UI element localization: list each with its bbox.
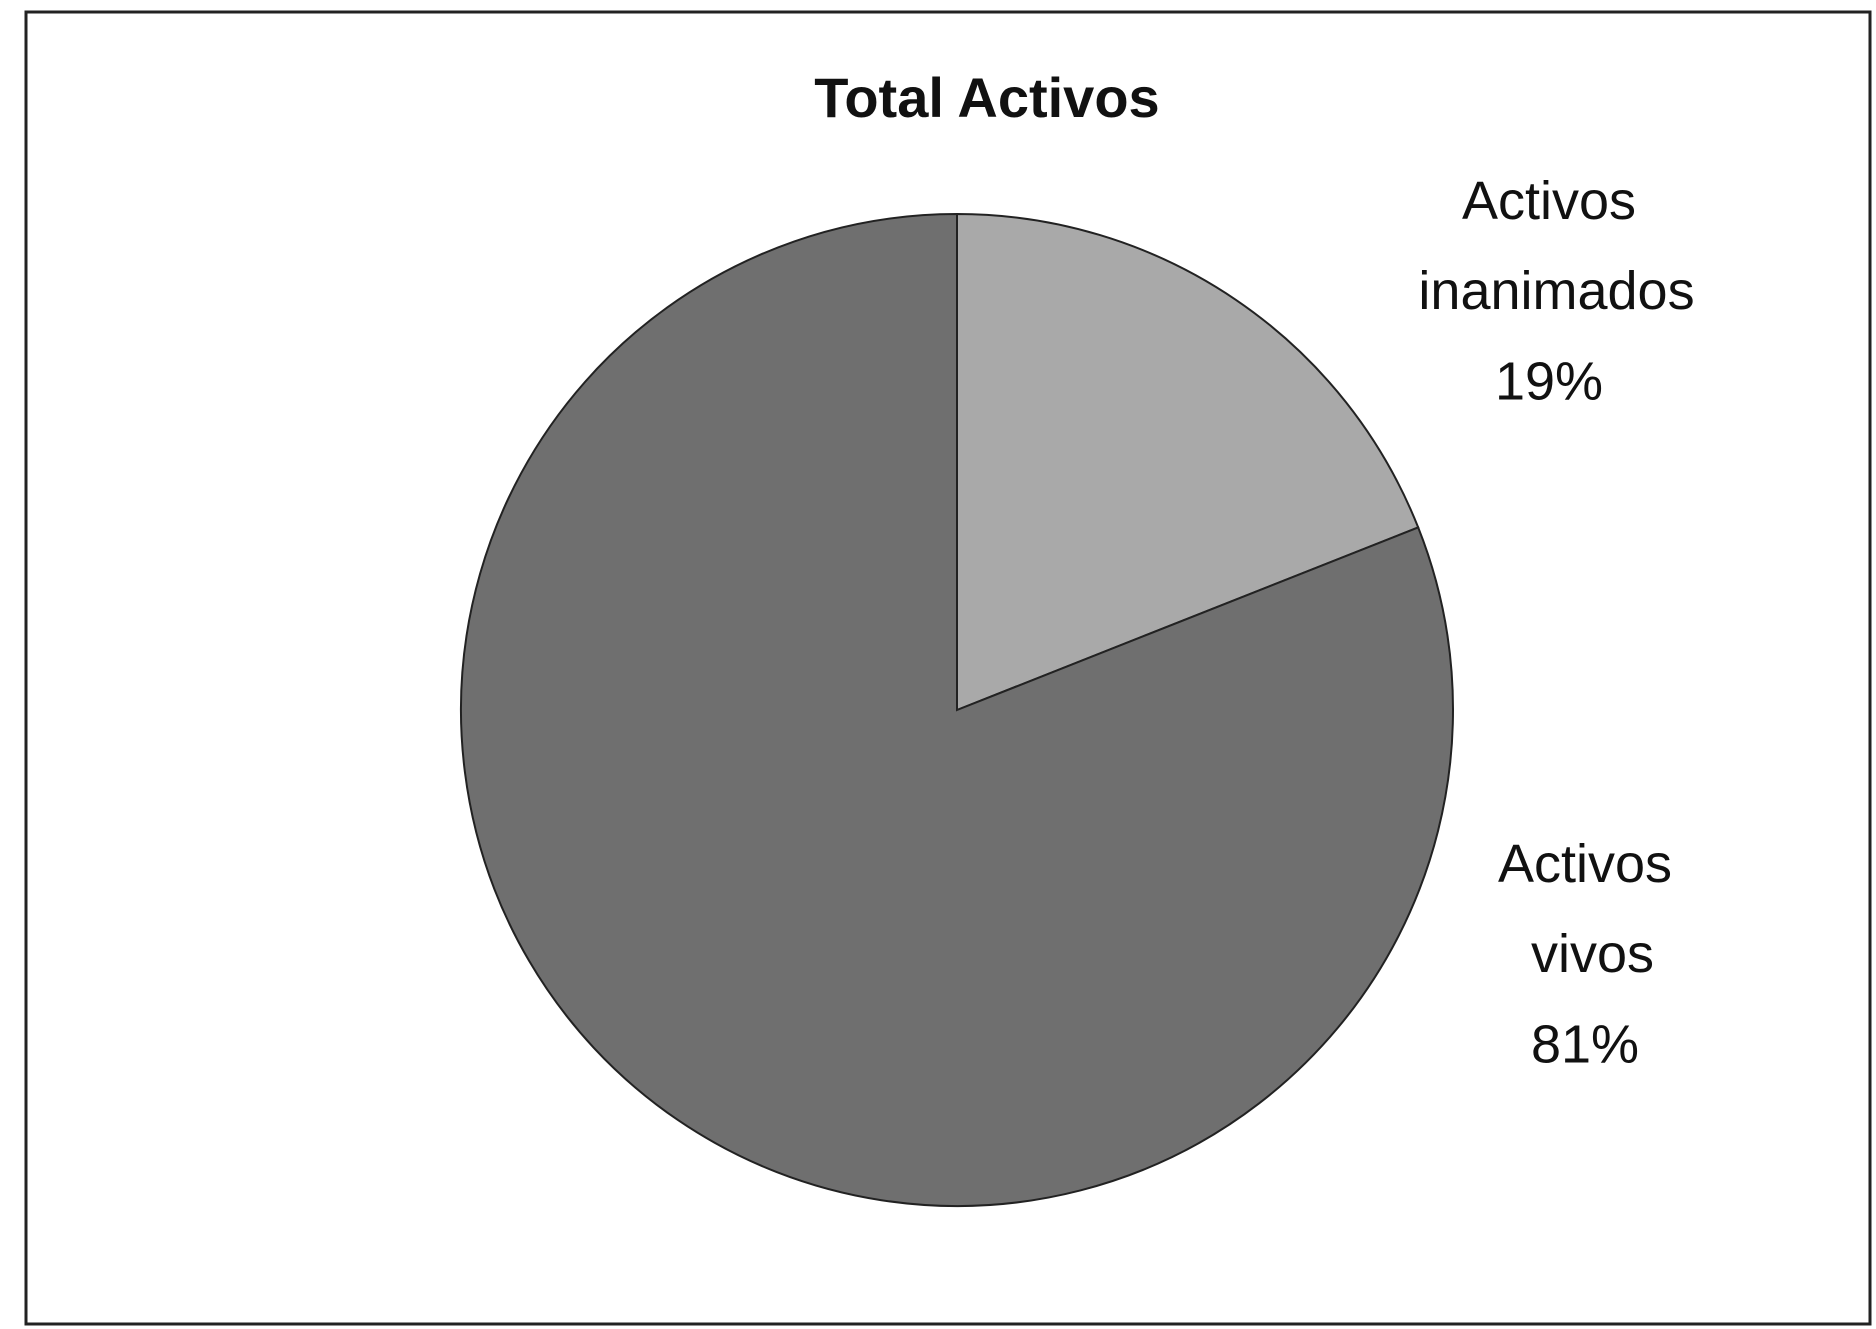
slice-label: Activos vivos [1498,834,1672,984]
slice-value-label: 81% [1531,1014,1639,1074]
pie-slice [956,212,1420,712]
pie-slice [460,212,1454,1207]
chart-title: Total Activos [814,66,1159,129]
slice-label: Activos inanimados [1403,171,1694,321]
slice-value-label: 19% [1495,351,1603,411]
